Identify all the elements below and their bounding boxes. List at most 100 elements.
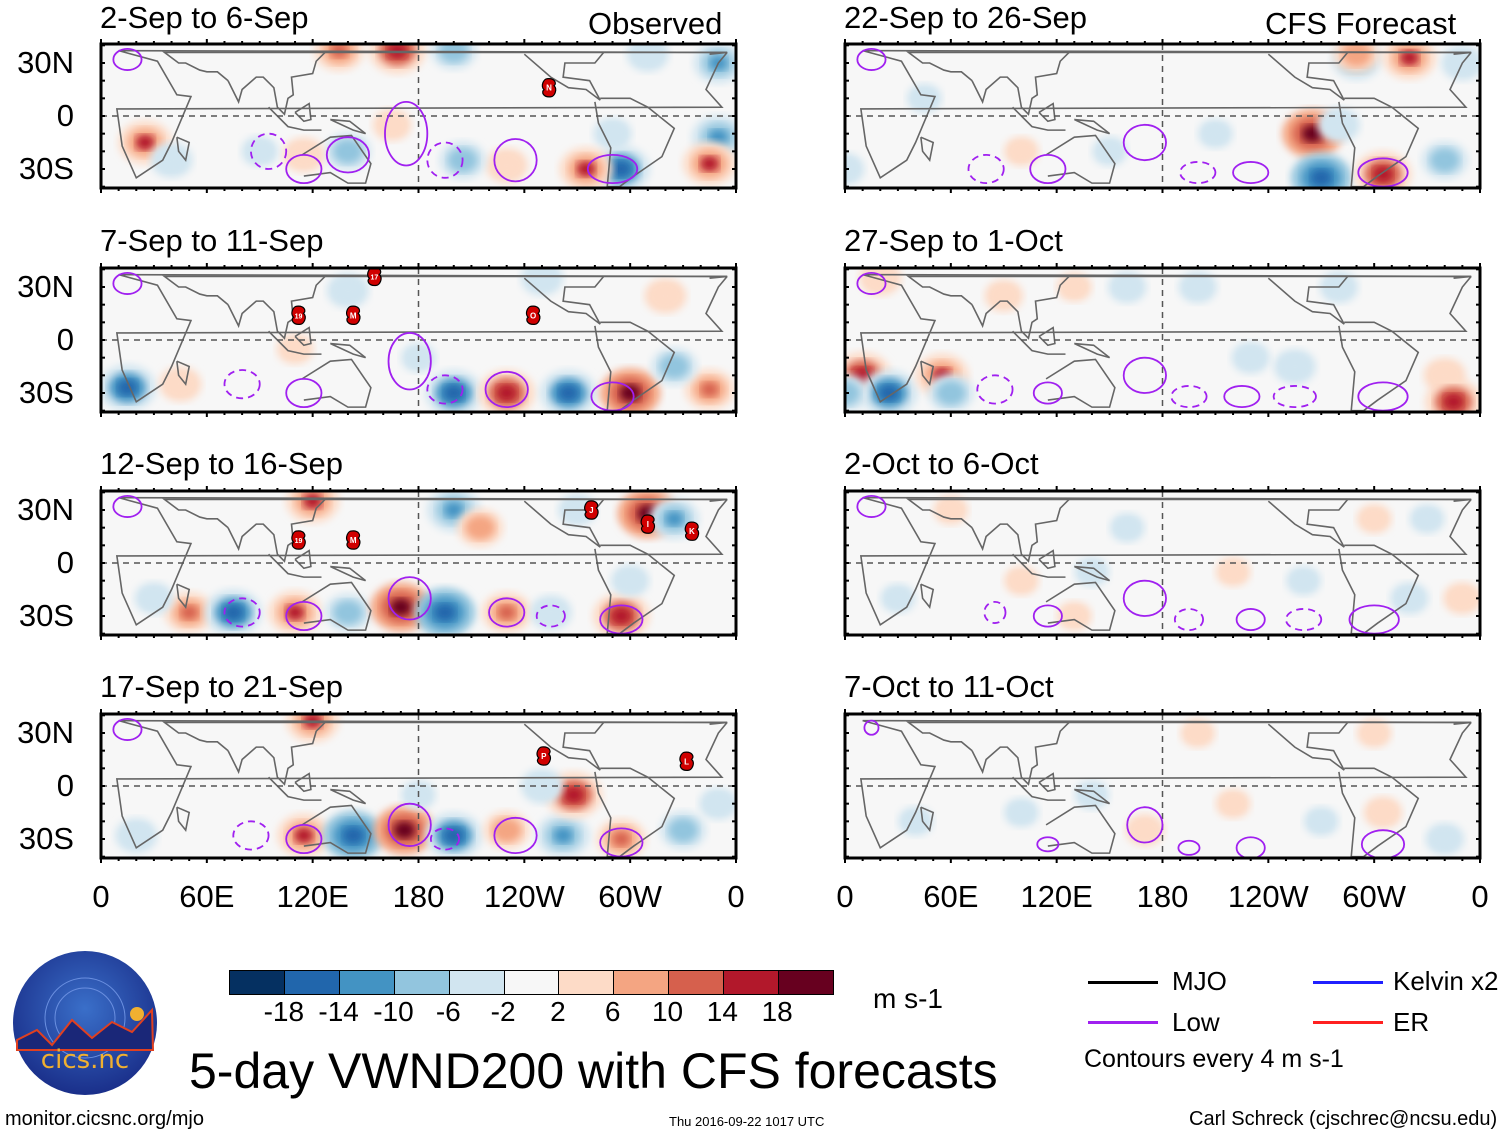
low-contour (856, 494, 887, 518)
contour-note: Contours every 4 m s-1 (1084, 1045, 1344, 1073)
footer-url[interactable]: monitor.cicsnc.org/mjo (5, 1108, 204, 1130)
low-contour (493, 138, 538, 183)
wind-anomaly-blob (1185, 276, 1211, 298)
coastline (1038, 549, 1056, 570)
legend-swatch-mjo (1088, 981, 1158, 984)
wind-anomaly-blob (1009, 141, 1033, 161)
wind-anomaly-blob (332, 138, 363, 164)
map-panel: PL (99, 709, 738, 863)
storm-label: I (647, 520, 649, 529)
wind-anomaly-blob (496, 384, 517, 402)
low-contour (535, 604, 566, 628)
tropical-storm-icon: 17 (367, 268, 382, 287)
wind-anomaly-blob (1373, 166, 1393, 183)
panel-title: 7-Sep to 11-Sep (100, 223, 324, 258)
wind-anomaly-blob (709, 129, 728, 145)
wind-anomaly-blob (1370, 801, 1396, 824)
wind-anomaly-blob (668, 817, 699, 843)
colorbar-swatch (723, 971, 779, 994)
footer-timestamp: Thu 2016-09-22 1017 UTC (669, 1114, 825, 1129)
colorbar-swatch (558, 971, 614, 994)
tropical-storm-icon: L (679, 751, 694, 771)
coastline (1338, 767, 1420, 858)
y-axis-label: 0 (56, 322, 74, 357)
wind-anomaly-blob (1449, 587, 1475, 609)
coastline (294, 772, 312, 793)
wind-anomaly-blob (141, 587, 167, 609)
coastline (329, 342, 367, 359)
wind-anomaly-blob (634, 44, 662, 66)
panel-title: 22-Sep to 26-Sep (844, 0, 1088, 35)
wind-anomaly-blob (553, 827, 573, 844)
wind-anomaly-blob (492, 154, 521, 177)
wind-anomaly-blob (444, 502, 464, 518)
coastline (971, 51, 1070, 116)
coastline (971, 721, 1070, 786)
wind-anomaly-blob (659, 354, 690, 379)
coastline (1045, 804, 1116, 854)
colorbar (229, 970, 834, 995)
low-contour (285, 153, 323, 185)
wind-anomaly-blob (935, 380, 966, 406)
x-axis-label: 0 (1471, 879, 1489, 914)
y-axis-label: 30S (18, 375, 74, 410)
coastline (268, 106, 322, 131)
x-axis-label: 60E (923, 879, 979, 914)
wind-anomaly-blob (1292, 571, 1316, 591)
wind-anomaly-blob (157, 148, 186, 172)
wind-anomaly-blob (558, 384, 579, 402)
coastline (329, 565, 367, 582)
panel-title: 2-Sep to 6-Sep (100, 0, 309, 35)
coastline (594, 544, 676, 635)
low-contour (285, 600, 323, 632)
wind-anomaly-blob (700, 382, 719, 397)
y-axis-label: 30N (17, 269, 74, 304)
coastline (859, 496, 1472, 627)
low-contour (1032, 381, 1063, 405)
wind-anomaly-blob (135, 134, 155, 151)
wind-anomaly-blob (617, 570, 643, 592)
map-panel: 19 M J I K (99, 486, 738, 640)
storm-label: 17 (371, 274, 379, 281)
y-axis-label: 30S (18, 598, 74, 633)
wind-anomaly-blob (285, 604, 305, 621)
storm-label: O (530, 311, 536, 320)
colorbar-swatch (338, 971, 394, 994)
wind-anomaly-blob (1238, 347, 1264, 369)
low-contour (1179, 161, 1217, 185)
low-contour (223, 369, 261, 400)
wind-anomaly-blob (611, 607, 632, 625)
coastline (1073, 342, 1111, 359)
coastline (1045, 134, 1116, 184)
tropical-storm-icon: 19 (291, 530, 306, 550)
low-contour (1177, 839, 1201, 856)
wind-anomaly-blob (1221, 794, 1245, 814)
wind-anomaly-blob (528, 268, 556, 290)
x-axis-label: 60W (1342, 879, 1407, 914)
colorbar-swatch (230, 971, 284, 994)
low-contour (112, 47, 143, 71)
y-axis-label: 30S (18, 821, 74, 856)
y-axis-label: 30N (17, 715, 74, 750)
wind-anomaly-blob (939, 500, 963, 520)
wind-anomaly-blob (390, 598, 412, 616)
legend-label-mjo: MJO (1172, 966, 1227, 996)
low-contour (112, 494, 143, 518)
colorbar-tick-label: -18 (263, 996, 305, 1027)
colorbar-tick-label: -6 (435, 996, 461, 1027)
low-contour (1285, 608, 1323, 632)
y-axis-label: 0 (56, 98, 74, 133)
wind-anomaly-blob (332, 600, 363, 625)
wind-anomaly-blob (1429, 147, 1460, 173)
wind-anomaly-blob (1281, 355, 1309, 378)
wind-anomaly-blob (879, 384, 900, 402)
units-label: m s-1 (873, 983, 943, 1014)
map-panel (843, 39, 1482, 193)
wind-anomaly-blob (1062, 277, 1086, 297)
coastline (920, 583, 935, 610)
low-contour (1126, 806, 1164, 844)
wind-anomaly-blob (1309, 811, 1333, 831)
coastline (162, 498, 728, 529)
coastline (115, 719, 728, 850)
colorbar-tick-label: -10 (373, 996, 414, 1027)
